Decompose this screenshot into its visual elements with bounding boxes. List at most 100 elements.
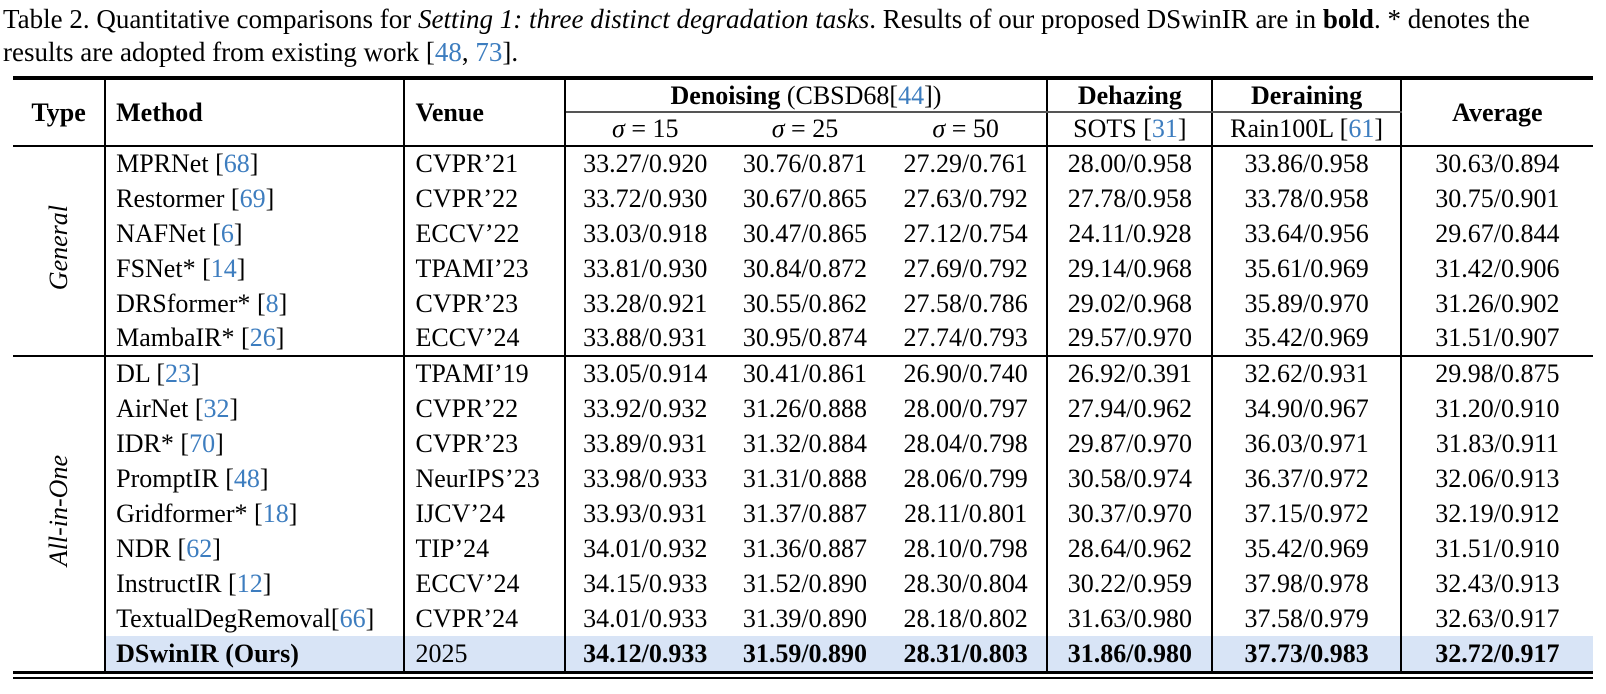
citation-link[interactable]: 69: [239, 183, 266, 213]
cite-close-bracket: ]: [212, 533, 221, 563]
dehazing-cell: 31.63/0.980: [1047, 601, 1214, 636]
method-name: IDR*: [116, 428, 174, 458]
denoise-sigma50-cell: 27.12/0.754: [885, 216, 1049, 251]
citation-link[interactable]: 23: [164, 359, 191, 388]
method-name: Gridformer*: [116, 498, 248, 528]
method-cell: AirNet [32]: [105, 391, 406, 426]
method-name: MambaIR*: [116, 323, 235, 352]
table-row: MambaIR* [26] ECCV’24 33.88/0.931 30.95/…: [13, 321, 1593, 356]
cite-open-bracket: [: [330, 603, 340, 633]
citation-link[interactable]: 48: [233, 463, 260, 493]
citation-link[interactable]: 66: [339, 603, 366, 633]
average-cell: 31.42/0.906: [1435, 253, 1560, 283]
dehazing-cell: 30.58/0.974: [1047, 461, 1214, 496]
table-row: NDR [62] TIP’24 34.01/0.932 31.36/0.887 …: [13, 531, 1593, 566]
venue-cell: IJCV’24: [404, 496, 566, 531]
deraining-cell: 35.61/0.969: [1212, 251, 1402, 286]
caption-end: ].: [502, 37, 519, 67]
venue-cell: ECCV’24: [404, 566, 566, 601]
denoise-sigma50-cell: 28.04/0.798: [885, 426, 1049, 461]
method-name: DRSformer*: [116, 288, 251, 318]
citation-link[interactable]: 12: [236, 568, 263, 598]
denoise-sigma25-cell: 31.37/0.887: [742, 498, 868, 528]
type-group-cell: General: [13, 146, 107, 356]
type-group-cell: All-in-One: [13, 355, 107, 671]
dehazing-cell: 30.22/0.959: [1047, 566, 1214, 601]
col-header-denoising: Denoising (CBSD68[44]): [564, 78, 1049, 113]
caption-mid: . Results of our proposed DSwinIR are in: [869, 4, 1323, 34]
denoise-sigma50-cell: 28.18/0.802: [885, 601, 1049, 636]
dehazing-cell: 27.94/0.962: [1047, 391, 1214, 426]
cite-open-bracket: [: [205, 218, 221, 248]
deraining-cell: 37.15/0.972: [1212, 496, 1402, 531]
cite-close-bracket: ]: [275, 323, 285, 352]
cite-close-bracket: ]: [236, 253, 246, 283]
citation-link[interactable]: 44: [898, 80, 925, 110]
table-row: IDR* [70] CVPR’23 33.89/0.931 31.32/0.88…: [13, 426, 1593, 461]
citation-link[interactable]: 32: [203, 393, 230, 423]
venue-cell: CVPR’22: [404, 391, 566, 426]
dehazing-cell: 24.11/0.928: [1047, 216, 1214, 251]
citation-link[interactable]: 61: [1348, 114, 1375, 143]
average-cell: 32.43/0.913: [1435, 568, 1560, 598]
citation-link[interactable]: 8: [265, 288, 279, 318]
dehazing-cell: 26.92/0.391: [1047, 355, 1214, 391]
citation-link[interactable]: 68: [223, 149, 250, 178]
cite-close-bracket: ]: [265, 183, 275, 213]
denoise-sigma25-cell: 31.31/0.888: [742, 463, 868, 493]
col-header-sigma15: σ = 15: [565, 112, 725, 146]
denoise-sigma15-cell: 33.89/0.931: [583, 428, 708, 458]
denoise-sigma15-cell: 33.03/0.918: [583, 218, 708, 248]
denoise-sigma25-cell: 31.26/0.888: [742, 393, 868, 423]
col-header-deraining: Deraining: [1212, 78, 1402, 113]
sigma-symbol: σ: [932, 114, 946, 143]
table-row: General MPRNet [68] CVPR’21 33.27/0.920 …: [13, 146, 1593, 356]
venue-cell: 2025: [404, 636, 566, 671]
citation-link[interactable]: 26: [249, 323, 276, 352]
col-header-sigma25: σ = 25: [725, 112, 885, 146]
denoising-label: Denoising: [670, 80, 781, 110]
denoising-dataset: (CBSD68[: [780, 80, 899, 110]
col-header-type: Type: [13, 78, 107, 146]
cite-close-bracket: ]: [365, 603, 375, 633]
deraining-cell: 35.89/0.970: [1212, 286, 1402, 321]
header-row-groups: Type Method Venue Denoising (CBSD68[44])…: [13, 78, 1593, 146]
method-cell: DRSformer* [8]: [105, 286, 406, 321]
method-cell: MPRNet [68]: [105, 146, 406, 181]
sigma-value: = 50: [945, 114, 999, 143]
cite-close-bracket: ]: [259, 463, 269, 493]
cite-close-bracket: ]: [215, 428, 224, 458]
method-cell: Restormer [69]: [105, 181, 406, 216]
average-cell: 29.98/0.875: [1400, 355, 1593, 391]
citation-link[interactable]: 70: [189, 428, 216, 458]
table-row: FSNet* [14] TPAMI’23 33.81/0.930 30.84/0…: [13, 251, 1593, 286]
citation-link[interactable]: 48: [434, 37, 462, 67]
method-name: InstructIR: [116, 568, 222, 598]
citation-link[interactable]: 73: [475, 37, 503, 67]
method-name: Restormer: [116, 183, 225, 213]
table-row: Restormer [69] CVPR’22 33.72/0.930 30.67…: [13, 181, 1593, 216]
cite-open-bracket: [: [208, 149, 224, 178]
citation-link[interactable]: 31: [1151, 114, 1178, 143]
venue-cell: CVPR’24: [404, 601, 566, 636]
denoise-sigma15-cell: 33.93/0.931: [583, 498, 708, 528]
citation-link[interactable]: 6: [220, 218, 234, 248]
table-row: DRSformer* [8] CVPR’23 33.28/0.921 30.55…: [13, 286, 1593, 321]
citation-link[interactable]: 18: [262, 498, 289, 528]
citation-link[interactable]: 62: [186, 533, 213, 563]
venue-cell: CVPR’22: [404, 181, 566, 216]
cite-close-bracket: ]: [262, 568, 272, 598]
denoise-sigma15-cell: 34.01/0.933: [583, 603, 708, 633]
denoise-sigma15-cell: 34.15/0.933: [583, 568, 708, 598]
deraining-cell: 36.03/0.971: [1212, 426, 1402, 461]
dehazing-cell: 29.14/0.968: [1047, 251, 1214, 286]
citation-link[interactable]: 14: [210, 253, 237, 283]
dehazing-dataset-close: ]: [1177, 114, 1187, 143]
method-cell: InstructIR [12]: [105, 566, 406, 601]
table-row: NAFNet [6] ECCV’22 33.03/0.918 30.47/0.8…: [13, 216, 1593, 251]
dehazing-cell: 30.37/0.970: [1047, 496, 1214, 531]
method-cell: IDR* [70]: [105, 426, 406, 461]
denoise-sigma15-cell: 33.05/0.914: [564, 355, 725, 391]
denoise-sigma15-cell: 33.72/0.930: [583, 183, 708, 213]
method-name: MPRNet: [116, 149, 209, 178]
